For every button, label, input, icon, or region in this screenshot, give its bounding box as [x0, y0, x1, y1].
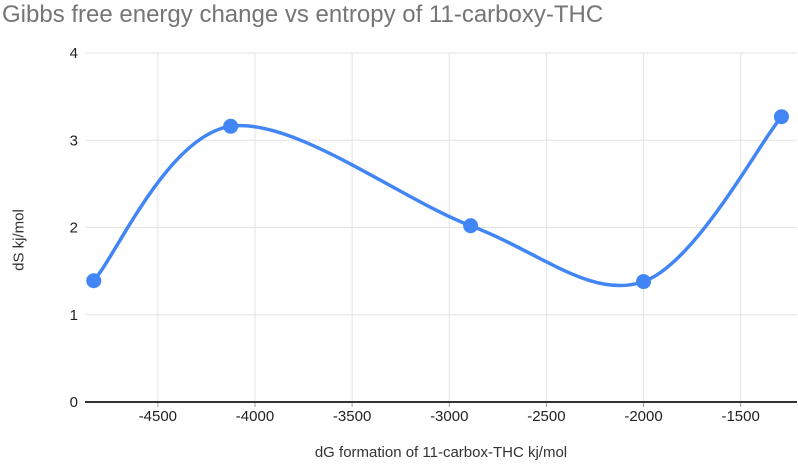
y-tick-label: 4 [70, 45, 78, 62]
y-tick-label: 0 [70, 394, 78, 411]
data-point [86, 273, 102, 289]
x-tick-label: -1500 [721, 408, 759, 425]
x-tick-label: -2500 [527, 408, 565, 425]
x-tick-label: -3500 [333, 408, 371, 425]
chart-title: Gibbs free energy change vs entropy of 1… [2, 1, 604, 28]
x-tick-label: -2000 [624, 408, 662, 425]
data-point [636, 274, 652, 290]
x-axis-title: dG formation of 11-carbox-THC kj/mol [314, 444, 568, 461]
x-tick-label: -4000 [236, 408, 274, 425]
y-axis-title: dS kj/mol [10, 209, 28, 271]
y-tick-label: 3 [70, 132, 78, 149]
y-tick-label: 2 [70, 220, 78, 237]
data-point [463, 218, 479, 234]
data-point [223, 118, 239, 134]
data-point [773, 109, 789, 125]
x-tick-label: -3000 [430, 408, 468, 425]
x-tick-label: -4500 [139, 408, 177, 425]
series-line [91, 114, 784, 288]
y-tick-label: 1 [70, 307, 78, 324]
